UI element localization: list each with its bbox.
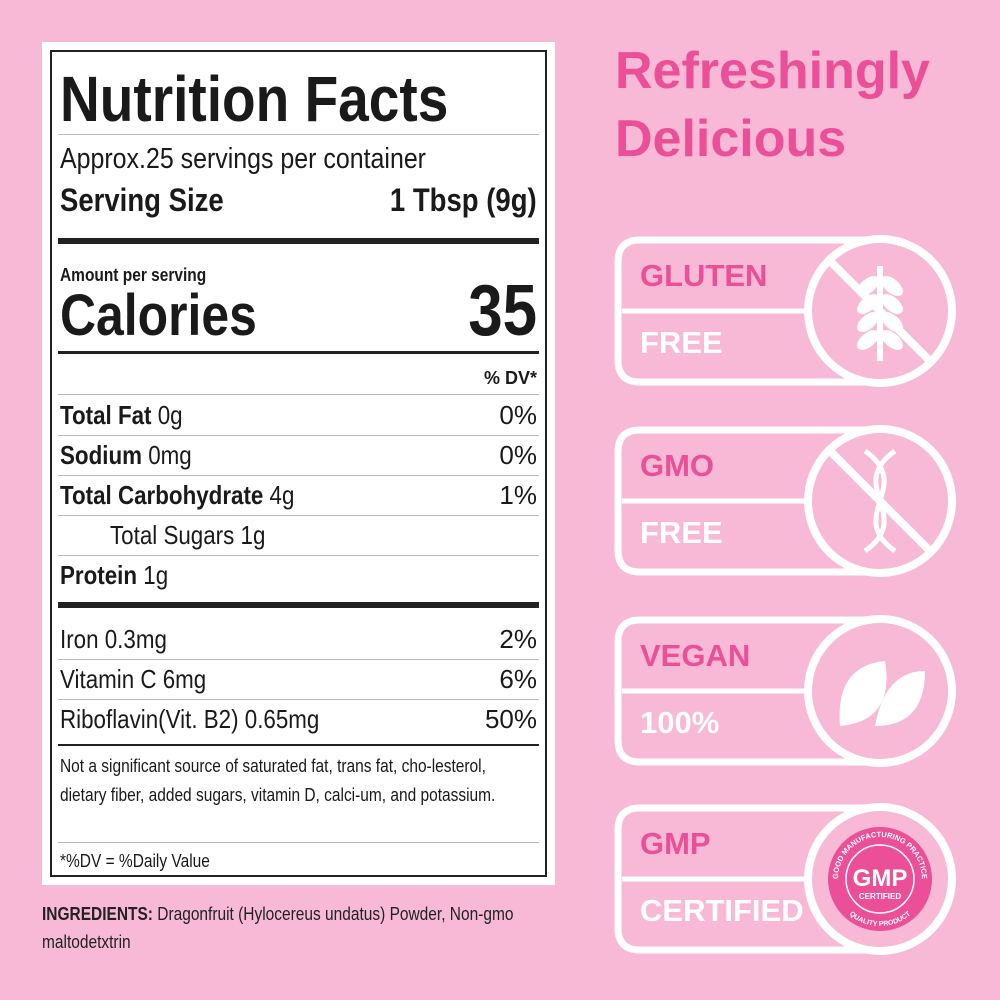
vitamin-name: Riboflavin(Vit. B2) 0.65mg (60, 704, 320, 734)
dv-note: *%DV = %Daily Value (60, 848, 234, 874)
nutrient-row: Total Fat 0g (60, 395, 203, 435)
badge-outline (614, 616, 880, 766)
vitamin-row: Vitamin C 6mg (60, 659, 230, 699)
badge-outline (614, 426, 880, 576)
nutrient-name: Total Sugars (110, 520, 235, 550)
vitamin-dv: 2% (499, 624, 537, 654)
rule (58, 435, 539, 436)
nutrient-amount: 4g (269, 480, 295, 510)
serving-size-label-text: Serving Size (60, 182, 224, 218)
thick-rule (58, 238, 539, 244)
badge-outline (614, 236, 880, 386)
vitamin-row: Riboflavin(Vit. B2) 0.65mg (60, 699, 362, 739)
seal (828, 827, 932, 931)
badge-outline (614, 804, 880, 954)
icon (881, 294, 903, 314)
footnote: Not a significant source of saturated fa… (60, 752, 580, 810)
rule (58, 134, 539, 135)
vitamin-name: Vitamin C 6mg (60, 664, 207, 694)
serving-size-value: 1 Tbsp (9g) (366, 180, 537, 220)
nutrient-name: Sodium (60, 440, 142, 470)
dv-header-text: % DV* (483, 368, 537, 388)
seal-ring (845, 844, 915, 914)
vitamin-row: Iron 0.3mg (60, 619, 184, 659)
rule (58, 744, 539, 746)
badge-bottom: FREE (640, 325, 723, 360)
icon (881, 330, 903, 350)
badge-top: GMP (640, 826, 711, 861)
badge: GMO FREE (614, 425, 956, 577)
badge-bottom: CERTIFIED (640, 893, 804, 928)
headline: Refreshingly (615, 42, 930, 100)
nutrient-amount: 0mg (148, 440, 192, 470)
icon (857, 312, 879, 332)
vitamin-name: Iron 0.3mg (60, 624, 167, 654)
thick-rule (58, 602, 539, 608)
nutrient-dv: 1% (499, 480, 537, 510)
label-title: Nutrition Facts (60, 64, 512, 134)
nutrient-dv: 0% (499, 400, 537, 430)
rule (58, 659, 539, 660)
calories-label-text: Calories (60, 283, 257, 348)
amount-per-serving-text: Amount per serving (60, 265, 207, 285)
icon (857, 330, 879, 350)
seal-center: GMP (853, 865, 908, 892)
nutrient-dv: 0% (499, 440, 537, 470)
nutrient-row: Total Sugars 1g (110, 515, 291, 555)
footnote-text: Not a significant source of saturated fa… (60, 756, 496, 805)
calories-label: Calories (60, 284, 289, 348)
rule (58, 515, 539, 516)
serving-size-value-text: 1 Tbsp (9g) (390, 182, 537, 218)
rule (58, 555, 539, 556)
icon-slash (827, 448, 933, 554)
nutrient-amount: 1g (143, 560, 169, 590)
icon (839, 661, 887, 726)
label-frame (50, 50, 547, 877)
vitamin-dv: 6% (499, 664, 537, 694)
icon (881, 276, 903, 296)
servings: Approx.25 servings per container (60, 140, 486, 178)
amount-per-serving: Amount per serving (60, 264, 230, 286)
calories-value-text: 35 (468, 271, 537, 351)
rule (58, 475, 539, 476)
vitamin-dv: 50% (484, 704, 537, 734)
nutrient-name: Total Carbohydrate (60, 480, 264, 510)
badge-top: GLUTEN (640, 258, 767, 293)
nutrient-amount: 0g (157, 400, 183, 430)
icon-slash (827, 258, 933, 364)
badge-top: VEGAN (640, 638, 750, 673)
dv-note-text: *%DV = %Daily Value (60, 851, 210, 871)
rule (58, 842, 539, 843)
headline: Delicious (615, 110, 846, 168)
badge-top: GMO (640, 448, 714, 483)
calories-value: 35 (457, 274, 537, 348)
nutrient-amount: 1g (240, 520, 266, 550)
dv-header: % DV* (484, 366, 537, 390)
seal-sub: CERTIFIED (859, 892, 901, 901)
nutrient-row: Protein 1g (60, 555, 186, 595)
title-text: Nutrition Facts (60, 63, 449, 135)
ingredients: INGREDIENTS: Dragonfruit (Hylocereus und… (42, 900, 562, 956)
badge-bottom: 100% (640, 705, 719, 740)
medium-rule (58, 351, 539, 354)
badge: GLUTEN FREE (614, 235, 956, 387)
ingredients-text: Dragonfruit (Hylocereus undatus) Powder,… (42, 904, 514, 952)
nutrient-row: Sodium 0mg (60, 435, 213, 475)
badge: VEGAN 100% (614, 615, 956, 767)
rule (58, 699, 539, 700)
icon (875, 671, 925, 726)
servings-text: Approx.25 servings per container (60, 143, 426, 175)
nutrition-label: Nutrition Facts Approx.25 servings per c… (42, 42, 555, 885)
badge-bottom: FREE (640, 515, 723, 550)
nutrient-name: Protein (60, 560, 138, 590)
serving-size-label: Serving Size (60, 180, 250, 220)
nutrient-name: Total Fat (60, 400, 152, 430)
rule (58, 394, 539, 395)
nutrient-row: Total Carbohydrate 4g (60, 475, 333, 515)
ingredients-label: INGREDIENTS: (42, 904, 153, 924)
